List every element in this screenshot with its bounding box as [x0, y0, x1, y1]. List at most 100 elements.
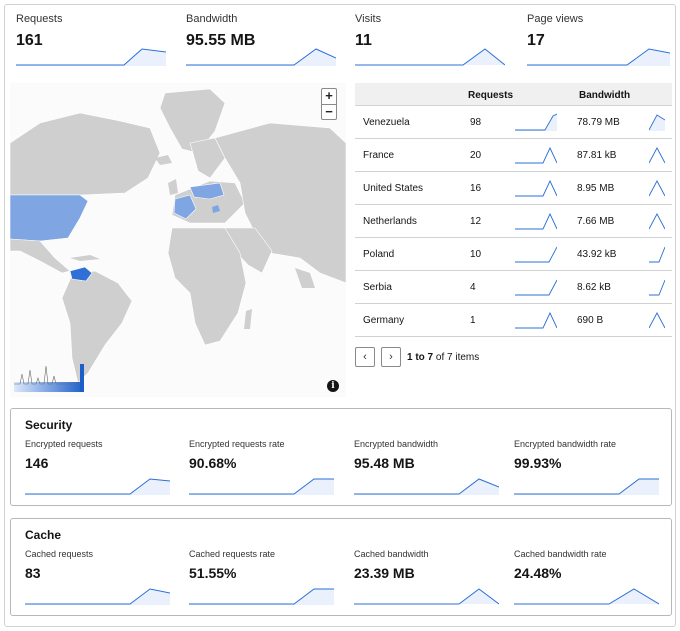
map-histogram [14, 364, 84, 392]
world-map[interactable] [10, 83, 346, 397]
requests-sparkline [515, 146, 557, 164]
pagination-info: 1 to 7 of 7 items [407, 352, 479, 363]
requests-sparkline [515, 311, 557, 329]
cell-requests: 20 [470, 150, 482, 161]
table-row: Poland 10 43.92 kB [355, 238, 672, 271]
land-serbia [212, 205, 220, 213]
land-central-europe [189, 182, 225, 200]
land-mexico [10, 238, 71, 274]
cell-bandwidth: 7.66 MB [577, 216, 615, 227]
land-madagascar [244, 309, 252, 329]
land-canada [10, 112, 161, 196]
sparkline [189, 478, 334, 495]
cell-country: Germany [363, 315, 405, 326]
bandwidth-sparkline [649, 312, 665, 329]
encrypted-bandwidth: Encrypted bandwidth 95.48 MB [354, 439, 499, 499]
security-card: Security Encrypted requests 146 Encrypte… [10, 408, 672, 506]
land-venezuela [69, 266, 93, 282]
cache-card: Cache Cached requests 83 Cached requests… [10, 518, 672, 616]
sparkline [354, 478, 499, 495]
zoom-in-button[interactable]: + [325, 88, 333, 103]
stat-value: 95.55 MB [186, 32, 256, 49]
sparkline [355, 48, 505, 66]
requests-sparkline [515, 179, 557, 197]
table-row: Venezuela 98 78.79 MB [355, 106, 672, 139]
land-caribbean [70, 255, 100, 261]
sparkline [354, 588, 499, 605]
stat-value: 146 [25, 455, 49, 471]
stat-label: Encrypted requests rate [189, 439, 285, 449]
stat-value: 99.93% [514, 455, 562, 471]
card-title: Security [25, 418, 73, 432]
stat-label: Cached bandwidth rate [514, 549, 607, 559]
cell-country: France [363, 150, 395, 161]
table-header: Requests Bandwidth [355, 83, 672, 106]
table-row: France 20 87.81 kB [355, 139, 672, 172]
sparkline [25, 478, 170, 495]
stat-bandwidth: Bandwidth 95.55 MB [186, 8, 336, 74]
cell-country: United States [363, 183, 424, 194]
cell-country: Venezuela [363, 117, 410, 128]
cached-requests: Cached requests 83 [25, 549, 170, 609]
land-scandinavia [189, 137, 226, 179]
sparkline [527, 48, 670, 66]
bandwidth-sparkline [649, 213, 665, 230]
encrypted-bandwidth-rate: Encrypted bandwidth rate 99.93% [514, 439, 659, 499]
stat-value: 161 [16, 32, 43, 49]
bandwidth-sparkline [649, 114, 665, 131]
stat-label: Cached bandwidth [354, 549, 429, 559]
table-row: Netherlands 12 7.66 MB [355, 205, 672, 238]
bandwidth-sparkline [649, 180, 665, 197]
cell-bandwidth: 690 B [577, 315, 604, 326]
requests-sparkline [515, 113, 557, 131]
requests-sparkline [515, 212, 557, 230]
pagination: ‹ › 1 to 7 of 7 items [355, 347, 672, 369]
table-row: Germany 1 690 B [355, 304, 672, 337]
land-iceland [155, 155, 172, 165]
info-icon[interactable]: i [327, 380, 339, 392]
stat-label: Cached requests rate [189, 549, 276, 559]
cell-bandwidth: 43.92 kB [577, 249, 617, 260]
sparkline [514, 478, 659, 495]
land-south-america [61, 270, 133, 384]
cell-bandwidth: 87.81 kB [577, 150, 617, 161]
bandwidth-sparkline [649, 246, 665, 263]
country-table: Requests Bandwidth Venezuela 98 78.79 MB… [355, 83, 672, 337]
pagination-total: 7 items [447, 352, 480, 363]
land-united-states [10, 194, 89, 242]
world-map-svg [10, 88, 346, 384]
bandwidth-sparkline [649, 147, 665, 164]
cached-bandwidth-rate: Cached bandwidth rate 24.48% [514, 549, 659, 609]
stat-page-views: Page views 17 [527, 8, 670, 74]
pagination-of: of [435, 352, 445, 363]
stat-label: Requests [16, 13, 63, 25]
next-page-button[interactable]: › [381, 347, 401, 367]
table-row: United States 16 8.95 MB [355, 172, 672, 205]
sparkline [514, 588, 659, 605]
stat-value: 17 [527, 32, 545, 49]
cell-requests: 10 [470, 249, 482, 260]
cell-bandwidth: 78.79 MB [577, 117, 620, 128]
card-title: Cache [25, 528, 62, 542]
land-asia [214, 122, 346, 284]
stat-requests: Requests 161 [16, 8, 166, 74]
stat-label: Encrypted bandwidth rate [514, 439, 617, 449]
stat-visits: Visits 11 [355, 8, 505, 74]
pagination-range: 1 to 7 [407, 352, 434, 363]
stat-value: 24.48% [514, 565, 562, 581]
stat-value: 11 [355, 32, 372, 49]
zoom-out-button[interactable]: − [322, 104, 336, 119]
stat-value: 90.68% [189, 455, 237, 471]
prev-page-button[interactable]: ‹ [355, 347, 375, 367]
header-bandwidth[interactable]: Bandwidth [579, 90, 631, 101]
stat-value: 83 [25, 565, 41, 581]
sparkline [186, 48, 336, 66]
header-requests[interactable]: Requests [468, 90, 514, 101]
stat-label: Encrypted bandwidth [354, 439, 439, 449]
land-africa [167, 227, 247, 346]
encrypted-requests-rate: Encrypted requests rate 90.68% [189, 439, 334, 499]
cell-country: Poland [363, 249, 395, 260]
cell-requests: 1 [470, 315, 476, 326]
bandwidth-sparkline [649, 279, 665, 296]
table-row: Serbia 4 8.62 kB [355, 271, 672, 304]
